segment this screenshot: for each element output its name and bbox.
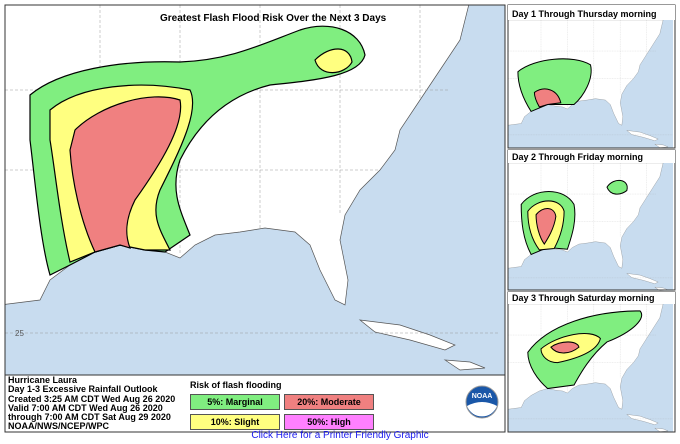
title: Greatest Flash Flood Risk Over the Next … [160, 13, 387, 24]
lat-label: 25 [15, 329, 24, 338]
panel-title: Day 2 Through Friday morning [512, 152, 644, 162]
legend-item: 5%: Marginal [190, 394, 280, 410]
info-line: Created 3:25 AM CDT Wed Aug 26 2020 [8, 393, 176, 404]
info-line: NOAA/NWS/NCEP/WPC [8, 421, 109, 432]
panel-title: Day 3 Through Saturday morning [512, 293, 655, 303]
legend-item: 20%: Moderate [284, 394, 374, 410]
info-line: Hurricane Laura [8, 375, 78, 385]
day1-map [507, 19, 674, 148]
panel-title: Day 1 Through Thursday morning [512, 9, 657, 19]
info-line: through 7:00 AM CDT Sat Aug 29 2020 [8, 412, 171, 423]
legend-item: 10%: Slight [190, 414, 280, 430]
day2-map [507, 162, 674, 291]
info: Hurricane Laura Day 1-3 Excessive Rainfa… [8, 375, 176, 432]
day3-map [507, 303, 674, 432]
legend: Risk of flash flooding 5%: Marginal 20%: … [190, 380, 375, 430]
info-line: Day 1-3 Excessive Rainfall Outlook [8, 384, 158, 395]
logo-text: NOAA [472, 393, 493, 400]
info-line: Valid 7:00 AM CDT Wed Aug 26 2020 [8, 402, 163, 413]
legend-item: 50%: High [284, 414, 374, 430]
legend-title: Risk of flash flooding [190, 380, 282, 390]
printer-link[interactable]: Click Here for a Printer Friendly Graphi… [251, 430, 429, 441]
